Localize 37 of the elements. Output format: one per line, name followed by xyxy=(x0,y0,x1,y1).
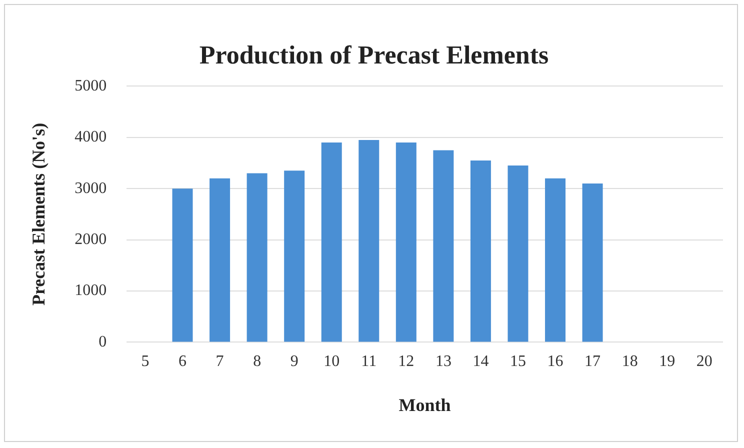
x-axis-title: Month xyxy=(398,394,451,415)
x-tick-label: 9 xyxy=(290,353,298,370)
x-tick-label: 18 xyxy=(622,353,638,370)
bar xyxy=(470,160,491,342)
x-tick-label: 8 xyxy=(253,353,262,370)
bar xyxy=(284,170,305,342)
bar xyxy=(433,150,454,342)
y-axis-title: Precast Elements (No's) xyxy=(28,122,48,306)
x-tick-label: 5 xyxy=(141,353,150,370)
bar xyxy=(321,142,342,342)
x-tick-label: 6 xyxy=(178,353,187,370)
x-tick-label: 15 xyxy=(510,353,526,370)
y-tick-label: 3000 xyxy=(74,180,107,197)
y-tick-label: 1000 xyxy=(74,282,107,300)
y-tick-label: 0 xyxy=(98,333,107,350)
bar xyxy=(210,178,230,342)
bar xyxy=(545,178,566,342)
x-tick-label: 10 xyxy=(324,353,340,370)
bar xyxy=(358,140,380,342)
y-tick-label: 5000 xyxy=(74,77,107,94)
x-tick-label: 7 xyxy=(216,353,224,370)
bar xyxy=(582,183,603,342)
x-tick-label: 17 xyxy=(584,353,601,370)
x-tick-label: 14 xyxy=(472,353,489,370)
y-tick-label: 2000 xyxy=(74,231,107,248)
bar xyxy=(246,173,268,342)
x-tick-label: 12 xyxy=(398,353,414,370)
x-tick-label: 16 xyxy=(547,353,564,370)
x-tick-label: 11 xyxy=(361,353,377,370)
bar xyxy=(396,142,416,342)
bar xyxy=(172,188,193,342)
x-tick-label: 20 xyxy=(696,353,712,370)
x-tick-label: 13 xyxy=(435,353,452,370)
x-tick-label: 19 xyxy=(659,353,676,370)
chart-title: Production of Precast Elements xyxy=(199,40,549,70)
bar xyxy=(508,166,528,342)
y-tick-label: 4000 xyxy=(74,128,107,146)
